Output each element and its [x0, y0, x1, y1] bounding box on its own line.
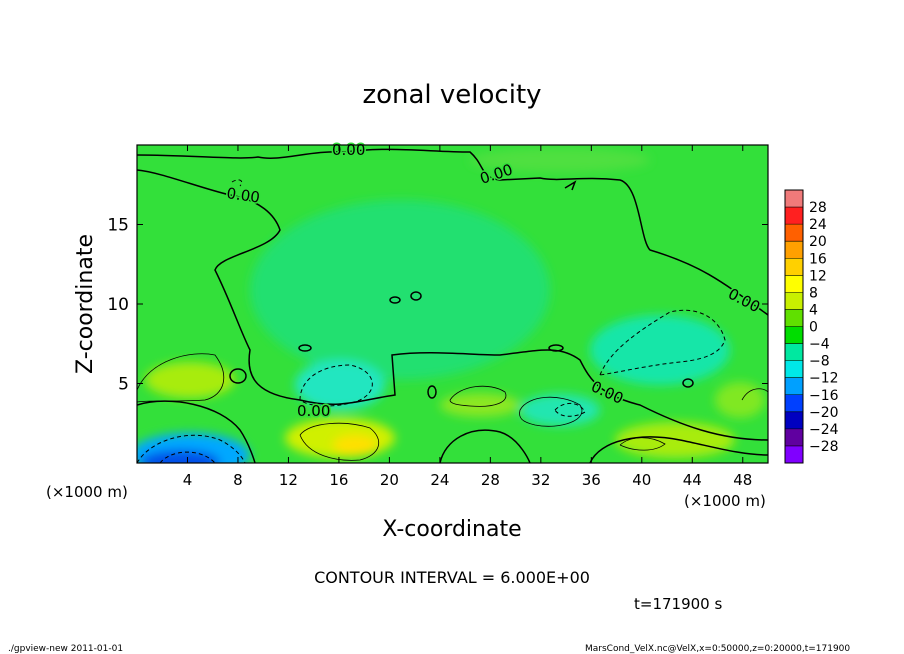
colorbar-segment: [785, 224, 803, 242]
x-tick-label: 20: [380, 471, 399, 489]
colorbar-segment: [785, 309, 803, 327]
colorbar-segment: [785, 394, 803, 413]
colorbar-segment: [785, 207, 803, 225]
colorbar-label: 16: [809, 251, 827, 267]
heatmap-field: [137, 145, 768, 463]
contour-label: 0.00: [297, 402, 330, 420]
colorbar-label: −4: [809, 337, 830, 353]
colorbar-segment: [785, 343, 803, 361]
y-axis-label: Z-coordinate: [73, 234, 98, 374]
contour-label: 0.00: [225, 184, 261, 206]
x-unit-label: (×1000 m): [46, 483, 128, 501]
x-tick-label: 24: [430, 471, 449, 489]
colorbar-segment: [785, 377, 803, 396]
colorbar-label: 28: [809, 200, 827, 216]
colorbar-segment: [785, 258, 803, 276]
colorbar-label: 4: [809, 302, 818, 318]
x-tick-label: 48: [733, 471, 752, 489]
colorbar-label: −20: [809, 405, 839, 421]
colorbar-segment: [785, 428, 803, 447]
colorbar-label: 0: [809, 320, 818, 336]
contour-label: 0.00: [332, 141, 365, 159]
x-tick-label: 4: [183, 471, 193, 489]
time-text: t=171900 s: [634, 595, 722, 613]
y-tick-label: 10: [107, 295, 129, 315]
colorbar-label: −8: [809, 354, 830, 370]
x-tick-label: 8: [233, 471, 243, 489]
x-tick-label: 32: [531, 471, 550, 489]
colorbar-label: −12: [809, 371, 839, 387]
colorbar-segment: [785, 360, 803, 378]
footer-left: ./gpview-new 2011-01-01: [8, 644, 123, 654]
colorbar-segment: [785, 190, 803, 208]
colorbar-segment: [785, 292, 803, 310]
colorbar-segment: [785, 445, 803, 464]
colorbar-label: 20: [809, 234, 827, 250]
x-axis-label: X-coordinate: [382, 517, 521, 542]
x-tick-label: 36: [582, 471, 601, 489]
x-tick-label: 12: [279, 471, 298, 489]
colorbar-label: 8: [809, 285, 818, 301]
x-tick-label: 28: [481, 471, 500, 489]
colorbar-label: −28: [809, 439, 839, 455]
contour-interval-text: CONTOUR INTERVAL = 6.000E+00: [314, 568, 590, 587]
y-tick-label: 5: [118, 375, 129, 395]
chart-title: zonal velocity: [362, 80, 541, 110]
colorbar-label: 24: [809, 217, 827, 233]
x-tick-label: 40: [632, 471, 651, 489]
footer-right: MarsCond_VelX.nc@VelX,x=0:50000,z=0:2000…: [585, 644, 850, 654]
x-tick-label: 44: [683, 471, 702, 489]
colorbar-label: −24: [809, 422, 839, 438]
colorbar-segment: [785, 326, 803, 344]
colorbar-segment: [785, 411, 803, 430]
colorbar-segment: [785, 241, 803, 259]
x-tick-label: 16: [329, 471, 348, 489]
colorbar-label: 12: [809, 268, 827, 284]
y-tick-label: 15: [107, 216, 129, 236]
colorbar-segment: [785, 275, 803, 293]
x-unit-label-right: (×1000 m): [684, 492, 766, 510]
colorbar-label: −16: [809, 388, 839, 404]
